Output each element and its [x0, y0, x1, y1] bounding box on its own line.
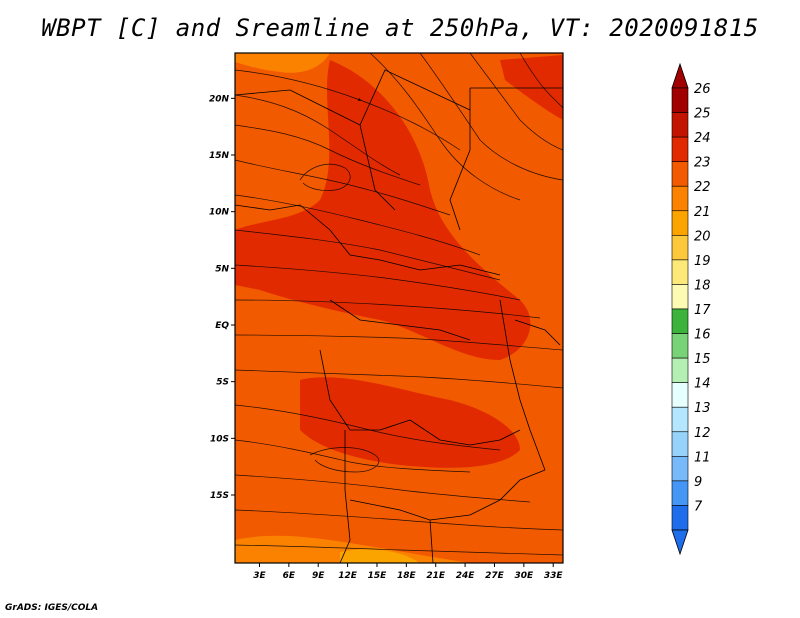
lat-tick-label: EQ: [215, 321, 229, 331]
map-frame: [234, 52, 564, 564]
colorbar-swatch: [671, 382, 689, 408]
colorbar-max-arrow: [671, 62, 689, 89]
colorbar-swatch: [671, 87, 689, 113]
country-borders: [235, 69, 563, 563]
colorbar-swatch: [671, 308, 689, 334]
field-24c-north: [235, 60, 531, 360]
colorbar-label: 19: [694, 254, 711, 269]
field-24c-south: [300, 377, 520, 468]
colorbar-label: 14: [694, 377, 711, 392]
colorbar-swatch: [671, 357, 689, 383]
credit-text: GrADS: IGES/COLA: [5, 603, 99, 613]
colorbar: 26 25 24 23 22 21 20 19 18 17 16 15 14 13 12 11 9 7: [671, 62, 711, 556]
colorbar-label: 11: [694, 450, 711, 465]
lat-tick-label: 15N: [209, 151, 230, 161]
colorbar-swatch: [671, 284, 689, 310]
field-21c: [340, 549, 420, 563]
colorbar-label: 20: [694, 229, 711, 244]
colorbar-swatch: [671, 456, 689, 482]
lat-tick-label: 5S: [216, 378, 229, 388]
colorbar-swatch: [671, 505, 689, 531]
colorbar-swatch: [671, 480, 689, 506]
lon-tick-label: 18E: [397, 571, 417, 581]
colorbar-swatch: [671, 136, 689, 162]
lon-tick-label: 3E: [253, 571, 266, 581]
lat-tick-label: 5N: [215, 264, 229, 274]
colorbar-swatch: [671, 235, 689, 261]
lon-tick-label: 9E: [312, 571, 325, 581]
latitude-axis: 20N 15N 10N 5N EQ 5S 10S 15S: [209, 94, 235, 501]
colorbar-label: 21: [694, 205, 711, 220]
chart-title: WBPT [C] and Sreamline at 250hPa, VT: 20…: [41, 14, 759, 42]
lat-tick-label: 15S: [210, 491, 229, 501]
lon-tick-label: 27E: [485, 571, 505, 581]
colorbar-label: 13: [694, 401, 711, 416]
colorbar-label: 15: [694, 352, 711, 367]
lat-tick-label: 10N: [209, 208, 230, 218]
colorbar-swatch: [671, 431, 689, 457]
colorbar-swatch: [671, 406, 689, 433]
lat-tick-label: 10S: [210, 434, 229, 444]
lon-tick-label: 33E: [544, 571, 564, 581]
colorbar-label: 16: [694, 328, 711, 343]
colorbar-label: 22: [694, 180, 711, 195]
lat-tick-label: 20N: [209, 94, 230, 104]
colorbar-label: 17: [694, 303, 711, 318]
field-22c-south: [235, 535, 470, 563]
colorbar-label: 18: [694, 278, 711, 293]
colorbar-label: 24: [694, 131, 711, 146]
lon-tick-label: 21E: [426, 571, 446, 581]
lon-tick-label: 30E: [514, 571, 534, 581]
colorbar-swatch: [671, 161, 689, 187]
colorbar-swatch: [671, 210, 689, 236]
colorbar-label: 9: [694, 475, 702, 490]
colorbar-swatch: [671, 259, 689, 285]
colorbar-min-arrow: [671, 529, 689, 556]
colorbar-label: 12: [694, 426, 711, 441]
field-24c-northeast: [500, 55, 563, 120]
lon-tick-label: 12E: [338, 571, 358, 581]
colorbar-label: 26: [694, 82, 711, 97]
colorbar-swatch: [671, 112, 689, 138]
lon-tick-label: 24E: [456, 571, 476, 581]
colorbar-swatch: [671, 333, 689, 359]
field-22c-north: [235, 53, 330, 73]
colorbar-label: 25: [694, 107, 711, 122]
map-plot-area: [235, 53, 563, 563]
colorbar-label: 7: [694, 499, 703, 514]
longitude-axis: 3E 6E 9E 12E 15E 18E 21E 24E 27E 30E 33E: [253, 563, 563, 581]
colorbar-swatch: [671, 185, 689, 212]
lon-tick-label: 15E: [368, 571, 388, 581]
lon-tick-label: 6E: [283, 571, 296, 581]
colorbar-label: 23: [694, 156, 711, 171]
